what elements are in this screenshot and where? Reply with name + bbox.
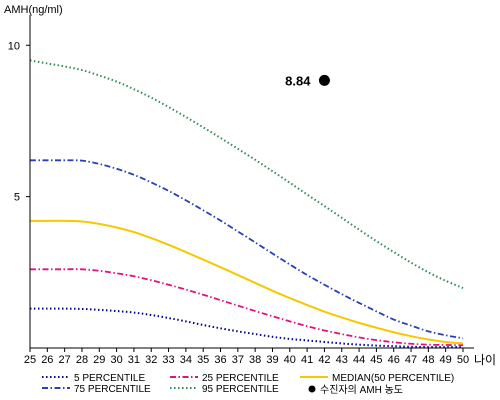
y-tick-label: 5 [14, 192, 20, 204]
legend-label-1: 5 PERCENTILE [74, 373, 145, 384]
x-tick-label: 30 [110, 354, 122, 366]
x-tick-label: 33 [162, 354, 174, 366]
axis-ticks: 25 26 27 28 29 30 31 32 33 34 35 36 37 38 39 40 41 42 43 44… [8, 40, 469, 366]
patient-amh-point [318, 74, 330, 86]
x-tick-label: 49 [440, 354, 452, 366]
x-axis-label: 나이 [474, 353, 496, 367]
legend-label-2: 75 PERCENTILE [74, 384, 151, 395]
y-axis-label: AMH(ng/ml) [4, 4, 63, 16]
patient-amh-value: 8.84 [285, 73, 311, 88]
x-tick-label: 25 [24, 354, 36, 366]
series-line-2 [29, 159, 464, 340]
patient-marker: 8.84 [285, 73, 330, 88]
x-tick-label: 42 [318, 354, 330, 366]
x-tick-label: 26 [41, 354, 53, 366]
y-tick-label: 10 [8, 40, 20, 52]
x-tick-label: 28 [76, 354, 88, 366]
x-tick-label: 27 [59, 354, 71, 366]
legend-label-4: 95 PERCENTILE [202, 384, 279, 395]
x-tick-label: 40 [284, 354, 296, 366]
x-tick-label: 38 [249, 354, 261, 366]
x-tick-label: 39 [266, 354, 278, 366]
x-tick-label: 48 [422, 354, 434, 366]
x-tick-label: 44 [353, 354, 365, 366]
legend-label-3: 25 PERCENTILE [202, 373, 279, 384]
series-line-3 [30, 268, 464, 347]
series-line-1 [30, 307, 463, 349]
x-tick-label: 46 [388, 354, 400, 366]
legend-marker-dot [308, 385, 316, 393]
series-line-5 [30, 219, 464, 345]
x-tick-label: 34 [180, 354, 192, 366]
x-tick-label: 37 [232, 354, 244, 366]
x-tick-label: 43 [336, 354, 348, 366]
series-line-4 [29, 59, 464, 289]
legend-marker-label: 수진자의 AMH 농도 [320, 384, 403, 396]
x-tick-label: 41 [301, 354, 313, 366]
series-lines [29, 59, 464, 349]
x-tick-label: 32 [145, 354, 157, 366]
x-tick-label: 47 [405, 354, 417, 366]
legend-label-5: MEDIAN(50 PERCENTILE) [332, 373, 454, 384]
x-tick-label: 29 [93, 354, 105, 366]
x-tick-label: 50 [457, 354, 469, 366]
x-tick-label: 31 [128, 354, 140, 366]
x-tick-label: 36 [214, 354, 226, 366]
x-tick-label: 35 [197, 354, 209, 366]
x-tick-label: 45 [370, 354, 382, 366]
axes: AMH(ng/ml) 나이 [4, 4, 496, 367]
